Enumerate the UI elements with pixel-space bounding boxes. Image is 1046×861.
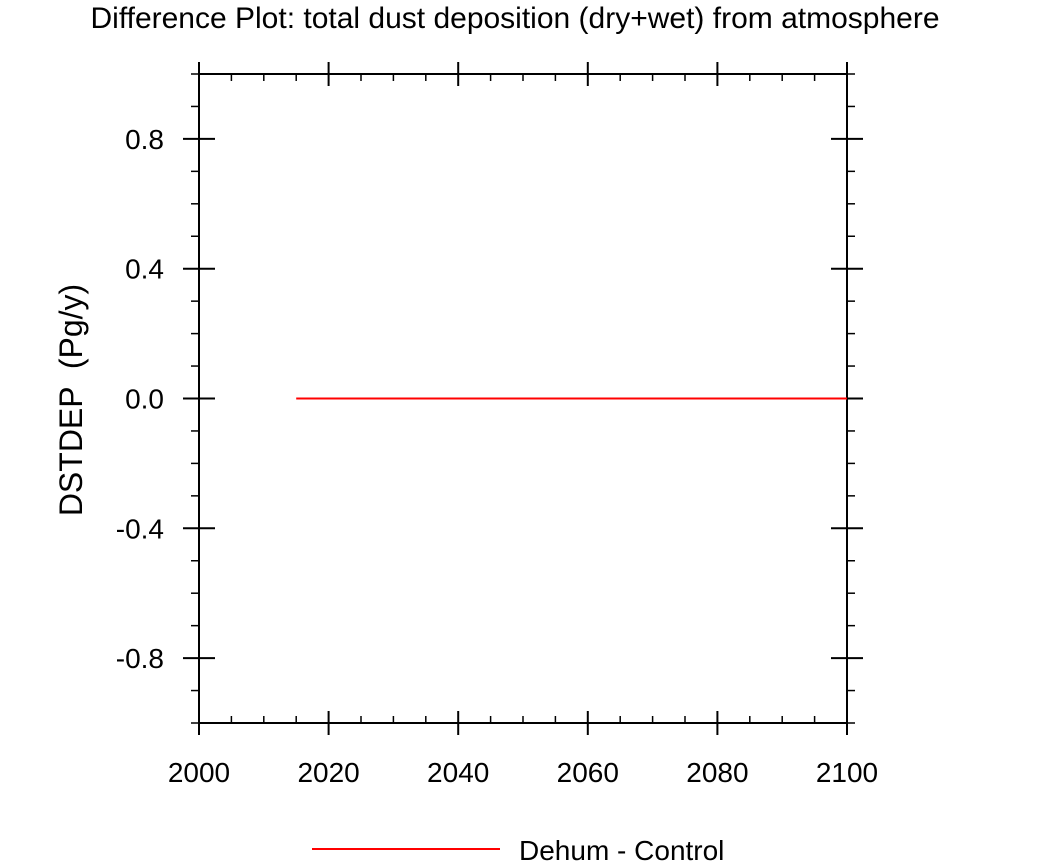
x-tick-label: 2080: [686, 757, 748, 788]
plot-area: 2000 2020 2040 2060 2080 2100 -0.8 -0.4 0.0 0.4 0…: [116, 62, 878, 788]
x-tick-label: 2020: [297, 757, 359, 788]
x-axis-ticks: 2000 2020 2040 2060 2080 2100: [168, 62, 878, 788]
y-tick-label: 0.8: [125, 124, 164, 155]
legend-label: Dehum - Control: [519, 835, 724, 861]
x-tick-label: 2000: [168, 757, 230, 788]
y-tick-label: 0.0: [125, 384, 164, 415]
chart-title: Difference Plot: total dust deposition (…: [90, 2, 939, 35]
x-tick-label: 2040: [427, 757, 489, 788]
y-axis-ticks: -0.8 -0.4 0.0 0.4 0.8: [116, 73, 863, 724]
y-tick-label: -0.8: [116, 643, 164, 674]
x-tick-label: 2100: [816, 757, 878, 788]
legend: Dehum - Control: [312, 835, 724, 861]
x-tick-label: 2060: [557, 757, 619, 788]
y-axis-label: DSTDEP (Pg/y): [53, 284, 89, 516]
y-tick-label: 0.4: [125, 254, 164, 285]
y-tick-label: -0.4: [116, 513, 164, 544]
